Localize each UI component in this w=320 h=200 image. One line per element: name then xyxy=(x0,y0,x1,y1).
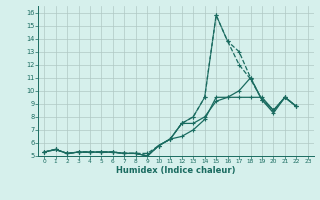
X-axis label: Humidex (Indice chaleur): Humidex (Indice chaleur) xyxy=(116,166,236,175)
